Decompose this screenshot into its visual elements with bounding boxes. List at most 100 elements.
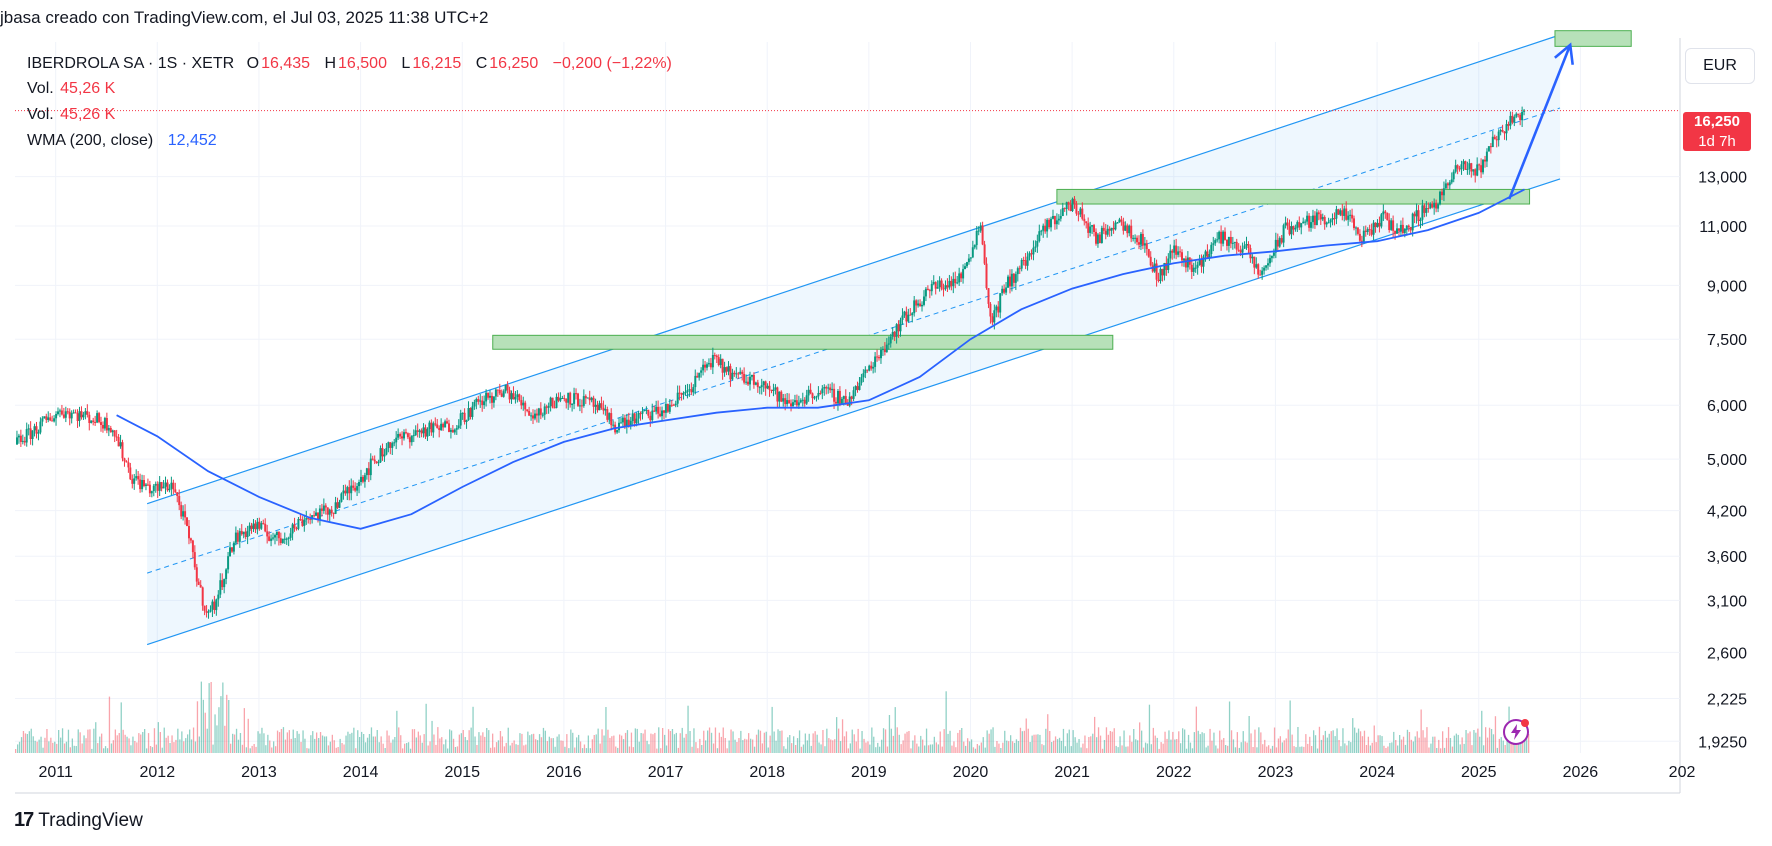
x-tick-label: 2013 (241, 764, 277, 781)
candle-body (743, 374, 746, 383)
volume-bar (916, 743, 918, 753)
candle-body (231, 547, 233, 552)
volume-bar (1107, 734, 1109, 753)
volume-bar (937, 744, 939, 753)
legend-volume-row-2[interactable]: Vol. 45,26 K (27, 106, 115, 124)
candle-body (1415, 210, 1418, 217)
volume-bar (398, 727, 400, 753)
volume-bar (732, 731, 734, 753)
candle-body (127, 462, 130, 468)
volume-bar (276, 730, 279, 753)
candle-body (29, 428, 32, 439)
x-tick-label: 2026 (1563, 764, 1599, 781)
candle-body (117, 437, 120, 447)
candle-body (1376, 222, 1379, 228)
candle-body (453, 429, 456, 433)
volume-bar (337, 747, 339, 753)
candle-body (1034, 246, 1037, 248)
volume-bar (824, 746, 826, 753)
candle-body (240, 531, 243, 535)
volume-bar (1070, 746, 1072, 753)
volume-bar (775, 740, 777, 753)
candle-body (926, 288, 929, 291)
candle-body (1241, 248, 1244, 253)
candle-body (463, 412, 466, 422)
volume-bar (396, 710, 398, 753)
candle-body (1341, 210, 1344, 216)
candle-body (27, 428, 30, 430)
candle-body (1134, 237, 1137, 239)
candle-body (234, 532, 237, 543)
legend-wma-value: 12,452 (167, 132, 217, 149)
volume-bar (91, 748, 93, 753)
candle-body (1104, 230, 1107, 235)
candle-body (1030, 253, 1033, 255)
volume-bar (920, 735, 922, 753)
volume-bar (712, 743, 715, 753)
volume-bar (683, 737, 685, 753)
candle-body (1372, 222, 1375, 235)
volume-bar (1172, 731, 1174, 753)
candle-body (1487, 146, 1490, 152)
volume-bar (658, 727, 660, 753)
candle-body (33, 426, 36, 431)
volume-bar (187, 734, 189, 753)
volume-bar (587, 735, 589, 753)
candle-body (1308, 215, 1311, 228)
legend-wma-row[interactable]: WMA (200, close) 12,452 (27, 132, 217, 150)
volume-bar (482, 732, 484, 753)
legend-volume-row-1[interactable]: Vol. 45,26 K (27, 80, 115, 98)
volume-bar (882, 728, 885, 753)
candle-body (913, 300, 916, 314)
candle-body (115, 436, 118, 438)
volume-bar (873, 736, 875, 753)
volume-bar (1426, 727, 1428, 753)
candle-body (534, 413, 536, 419)
candle-body (915, 300, 918, 306)
currency-button[interactable]: EUR (1685, 48, 1755, 84)
volume-bar (56, 743, 58, 753)
volume-bar (943, 729, 945, 753)
volume-bar (1236, 732, 1238, 753)
candle-body (326, 507, 329, 515)
volume-bar (644, 729, 646, 753)
volume-bar (233, 734, 236, 753)
candle-body (360, 476, 362, 482)
candle-body (55, 414, 58, 419)
candle-body (215, 599, 218, 611)
candle-body (1460, 164, 1463, 170)
candle-body (141, 480, 144, 490)
candle-body (313, 515, 316, 517)
lightning-icon[interactable] (1502, 718, 1530, 746)
candle-body (1257, 264, 1260, 275)
candle-body (921, 304, 923, 307)
volume-bar (1311, 746, 1313, 753)
volume-bar (828, 738, 830, 753)
volume-bar (1008, 741, 1010, 753)
candle-body (281, 538, 284, 543)
candle-body (713, 355, 716, 356)
candle-body (383, 454, 386, 457)
volume-bar (202, 699, 204, 753)
candle-body (428, 422, 431, 430)
volume-bar (1133, 729, 1135, 753)
legend-symbol[interactable]: IBERDROLA SA · 1S · XETR (27, 55, 235, 72)
volume-bar (552, 738, 554, 753)
candle-body (1251, 256, 1254, 259)
candle-body (1218, 231, 1221, 240)
candle-body (1120, 219, 1123, 222)
candle-body (232, 542, 235, 552)
tradingview-brand[interactable]: 17 TradingView (14, 809, 143, 832)
candle-body (526, 409, 529, 411)
volume-bar (1015, 739, 1018, 753)
volume-bar (843, 736, 846, 753)
candle-body (506, 384, 509, 391)
candle-body (942, 288, 945, 290)
volume-bar (415, 737, 417, 753)
chart-header: jbasa creado con TradingView.com, el Jul… (0, 8, 489, 27)
volume-bar (1019, 727, 1022, 753)
volume-bar (724, 738, 726, 753)
candle-body (1122, 221, 1125, 231)
volume-bar (230, 743, 232, 753)
